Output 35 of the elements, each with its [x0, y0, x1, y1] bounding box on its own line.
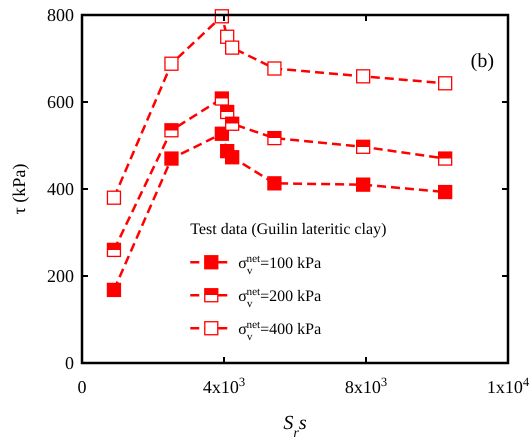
point — [106, 242, 122, 258]
point — [356, 140, 370, 154]
point — [106, 190, 122, 205]
point — [267, 61, 282, 76]
point — [267, 130, 282, 146]
point — [214, 126, 230, 141]
y-tick-label: 400 — [47, 179, 74, 199]
y-tick-label: 600 — [47, 92, 74, 112]
legend-label: σ$_{v}$$^{net}$=200 kPa — [238, 286, 322, 310]
y-tick-label: 200 — [47, 266, 74, 286]
point — [438, 184, 452, 200]
y-tick-label: 0 — [65, 353, 74, 373]
x-tick-label: 0 — [78, 377, 86, 397]
point — [356, 69, 370, 84]
annotation: (b) — [470, 50, 494, 72]
point — [356, 178, 370, 192]
point — [225, 40, 240, 55]
point — [438, 151, 452, 166]
point — [106, 282, 122, 298]
point — [214, 91, 230, 106]
point — [225, 116, 240, 131]
y-axis-title: τ (kPa) — [9, 164, 29, 214]
point — [164, 56, 179, 71]
point — [164, 151, 179, 166]
x-tick-label: 4x10$^{3}$ — [202, 375, 246, 397]
point — [438, 76, 452, 90]
legend-label: σ$_{v}$$^{net}$=100 kPa — [238, 253, 322, 278]
legend-label: σ$_{v}$$^{net}$=400 kPa — [238, 319, 322, 344]
y-tick-label: 800 — [47, 5, 74, 25]
x-tick-label: 8x10$^{3}$ — [344, 375, 388, 397]
legend-title: Test data (Guilin lateritic clay) — [190, 221, 386, 238]
point — [164, 123, 179, 138]
point — [267, 176, 282, 190]
x-axis-title: S$_{r}$s — [283, 412, 307, 437]
x-tick-label: 1x10$^{4}$ — [486, 375, 530, 397]
